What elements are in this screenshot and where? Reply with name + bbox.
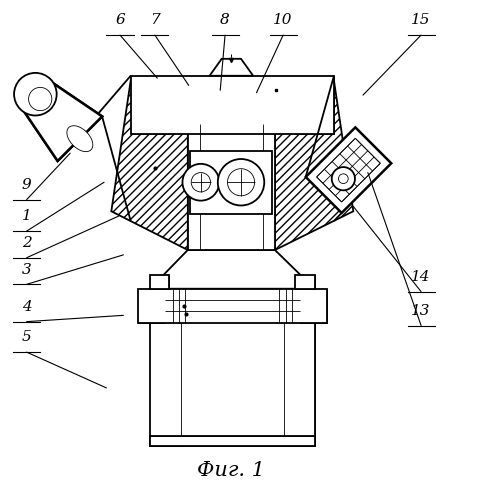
Text: 14: 14 [411, 270, 431, 284]
Text: 9: 9 [22, 178, 31, 192]
Circle shape [338, 174, 348, 184]
Bar [150, 275, 169, 288]
Text: 13: 13 [411, 304, 431, 318]
Circle shape [29, 88, 52, 110]
Text: 15: 15 [411, 14, 431, 28]
Polygon shape [295, 76, 334, 134]
Bar [295, 275, 315, 288]
Circle shape [218, 159, 264, 206]
Polygon shape [150, 250, 315, 288]
Text: 5: 5 [22, 330, 31, 344]
Ellipse shape [67, 126, 93, 152]
Text: 2: 2 [22, 236, 31, 250]
Bar [295, 275, 315, 288]
Polygon shape [275, 80, 353, 250]
Bar [188, 124, 275, 250]
Ellipse shape [14, 73, 57, 116]
Polygon shape [306, 128, 391, 213]
Bar [150, 288, 315, 446]
Polygon shape [317, 138, 380, 202]
Bar [138, 288, 327, 322]
Polygon shape [131, 76, 169, 134]
Text: Фиг. 1: Фиг. 1 [197, 460, 265, 479]
Polygon shape [210, 59, 253, 76]
Bar [138, 288, 165, 322]
Polygon shape [256, 250, 315, 288]
Text: 1: 1 [22, 210, 31, 224]
Polygon shape [22, 80, 102, 161]
Bar [150, 288, 181, 446]
Circle shape [182, 164, 219, 200]
Bar [150, 436, 315, 446]
Circle shape [191, 172, 211, 192]
Polygon shape [150, 250, 207, 288]
Bar [284, 288, 315, 446]
Polygon shape [111, 80, 188, 250]
Text: 10: 10 [273, 14, 293, 28]
Bar [150, 275, 169, 288]
Text: 4: 4 [22, 300, 31, 314]
Text: 8: 8 [220, 14, 230, 28]
Polygon shape [22, 80, 102, 161]
Text: 3: 3 [22, 262, 31, 276]
Text: 6: 6 [115, 14, 125, 28]
Bar [300, 288, 327, 322]
Bar [190, 151, 272, 214]
Polygon shape [131, 76, 334, 134]
Text: 7: 7 [150, 14, 160, 28]
Circle shape [332, 167, 355, 190]
Circle shape [227, 168, 255, 196]
